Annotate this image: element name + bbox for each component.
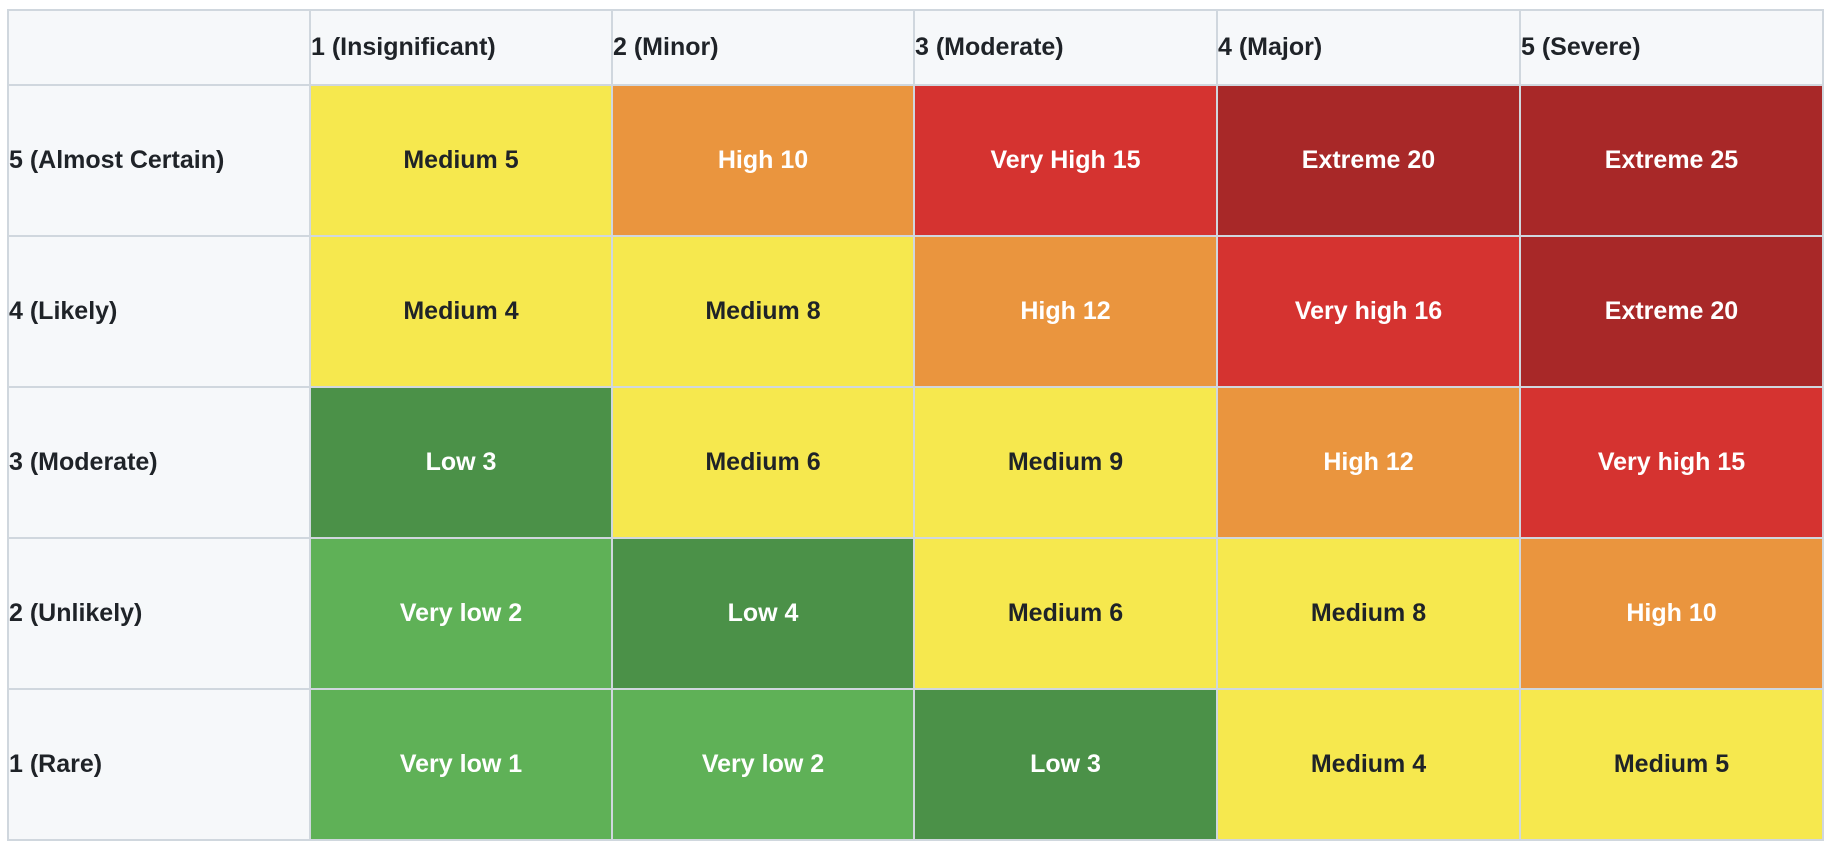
column-header-insignificant: 1 (Insignificant) bbox=[309, 9, 613, 86]
risk-cell: Extreme 20 bbox=[1519, 235, 1824, 388]
risk-cell: Very high 16 bbox=[1216, 235, 1521, 388]
risk-cell: Extreme 25 bbox=[1519, 84, 1824, 237]
row-header-likely: 4 (Likely) bbox=[7, 235, 311, 388]
table-row: 3 (Moderate) Low 3 Medium 6 Medium 9 Hig… bbox=[7, 386, 1824, 539]
column-header-minor: 2 (Minor) bbox=[611, 9, 915, 86]
risk-cell: Medium 5 bbox=[309, 84, 613, 237]
risk-cell: High 12 bbox=[1216, 386, 1521, 539]
risk-cell: High 10 bbox=[611, 84, 915, 237]
risk-cell: Very high 15 bbox=[1519, 386, 1824, 539]
risk-cell: Very High 15 bbox=[913, 84, 1218, 237]
table-row: 1 (Rare) Very low 1 Very low 2 Low 3 Med… bbox=[7, 688, 1824, 841]
column-header-major: 4 (Major) bbox=[1216, 9, 1521, 86]
table-row: 5 (Almost Certain) Medium 5 High 10 Very… bbox=[7, 84, 1824, 237]
risk-cell: High 10 bbox=[1519, 537, 1824, 690]
risk-cell: Medium 8 bbox=[1216, 537, 1521, 690]
corner-cell bbox=[7, 9, 311, 86]
risk-matrix-table: 1 (Insignificant) 2 (Minor) 3 (Moderate)… bbox=[7, 9, 1824, 841]
risk-cell: Medium 8 bbox=[611, 235, 915, 388]
risk-cell: Medium 4 bbox=[309, 235, 613, 388]
row-header-moderate: 3 (Moderate) bbox=[7, 386, 311, 539]
risk-cell: Low 3 bbox=[913, 688, 1218, 841]
risk-cell: Very low 2 bbox=[309, 537, 613, 690]
row-header-rare: 1 (Rare) bbox=[7, 688, 311, 841]
risk-cell: Medium 6 bbox=[913, 537, 1218, 690]
risk-cell: Very low 2 bbox=[611, 688, 915, 841]
row-header-unlikely: 2 (Unlikely) bbox=[7, 537, 311, 690]
risk-cell: High 12 bbox=[913, 235, 1218, 388]
risk-cell: Medium 9 bbox=[913, 386, 1218, 539]
risk-cell: Medium 5 bbox=[1519, 688, 1824, 841]
column-header-moderate: 3 (Moderate) bbox=[913, 9, 1218, 86]
header-row: 1 (Insignificant) 2 (Minor) 3 (Moderate)… bbox=[7, 9, 1824, 86]
risk-cell: Extreme 20 bbox=[1216, 84, 1521, 237]
column-header-severe: 5 (Severe) bbox=[1519, 9, 1824, 86]
row-header-almost-certain: 5 (Almost Certain) bbox=[7, 84, 311, 237]
risk-cell: Very low 1 bbox=[309, 688, 613, 841]
table-row: 4 (Likely) Medium 4 Medium 8 High 12 Ver… bbox=[7, 235, 1824, 388]
risk-cell: Low 4 bbox=[611, 537, 915, 690]
risk-cell: Medium 6 bbox=[611, 386, 915, 539]
table-row: 2 (Unlikely) Very low 2 Low 4 Medium 6 M… bbox=[7, 537, 1824, 690]
risk-cell: Low 3 bbox=[309, 386, 613, 539]
risk-cell: Medium 4 bbox=[1216, 688, 1521, 841]
